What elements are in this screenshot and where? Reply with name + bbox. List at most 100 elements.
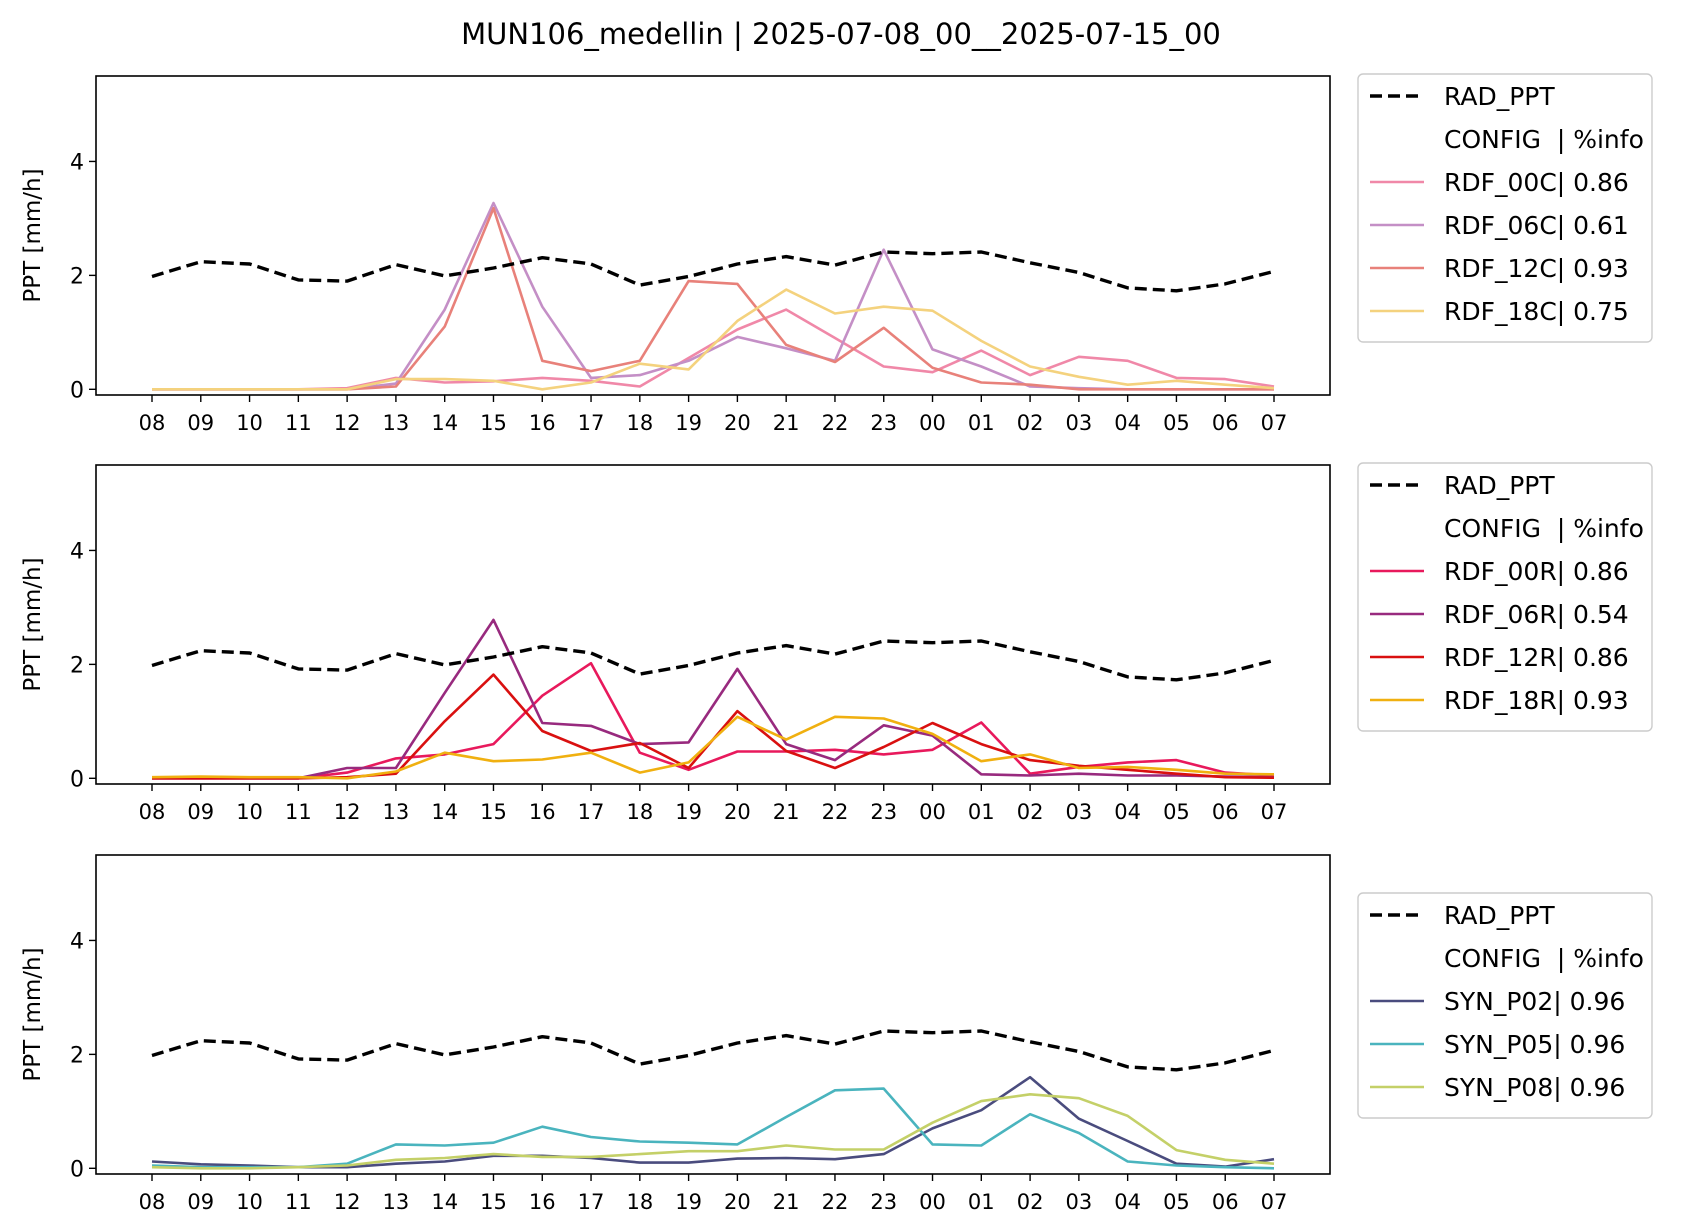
x-tick-label: 19: [675, 411, 702, 435]
series-line-rad-ppt: [151, 639, 1275, 682]
x-tick-label: 22: [822, 1190, 849, 1214]
legend-header: CONFIG | %info: [1444, 125, 1644, 154]
figure-title: MUN106_medellin | 2025-07-08_00__2025-07…: [461, 17, 1221, 51]
x-tick-label: 03: [1066, 800, 1093, 824]
x-tick-label: 15: [480, 411, 507, 435]
series-line-syn-p05-0-96: [151, 1087, 1275, 1170]
legend-entry-label: RDF_06R| 0.54: [1444, 600, 1629, 629]
x-tick-label: 14: [431, 411, 458, 435]
legend-entry-label: SYN_P02| 0.96: [1444, 987, 1625, 1016]
x-tick-label: 20: [724, 800, 751, 824]
series-line-rdf-18r-0-93: [151, 715, 1275, 780]
y-tick-label: 2: [70, 653, 84, 678]
y-tick-label: 2: [70, 1043, 84, 1068]
x-tick-label: 23: [870, 800, 897, 824]
series-line-syn-p02-0-96: [151, 1075, 1275, 1169]
x-tick-label: 00: [919, 411, 946, 435]
x-tick-label: 15: [480, 1190, 507, 1214]
x-tick-label: 21: [773, 411, 800, 435]
series-line-rad-ppt: [151, 250, 1275, 293]
x-tick-label: 09: [187, 1190, 214, 1214]
x-tick-label: 21: [773, 800, 800, 824]
series-line-rdf-06c-0-61: [152, 201, 1274, 391]
x-tick-label: 21: [773, 1190, 800, 1214]
x-tick-label: 11: [285, 1190, 312, 1214]
series-group: [151, 1029, 1275, 1170]
legend-header: CONFIG | %info: [1444, 944, 1644, 973]
x-tick-label: 08: [139, 800, 166, 824]
x-tick-label: 14: [431, 800, 458, 824]
x-tick-label: 16: [529, 411, 556, 435]
x-tick-label: 22: [822, 411, 849, 435]
y-tick-label: 0: [70, 378, 84, 403]
y-tick-label: 2: [70, 264, 84, 289]
x-tick-label: 08: [139, 1190, 166, 1214]
plot-area-frame: [95, 854, 1331, 1175]
x-tick-label: 01: [968, 411, 995, 435]
x-tick-label: 17: [578, 1190, 605, 1214]
x-tick-label: 02: [1017, 411, 1044, 435]
legend-entry-label: RAD_PPT: [1444, 901, 1555, 930]
series-line-rdf-06r-0-54: [152, 618, 1275, 780]
y-tick-label: 4: [70, 929, 84, 954]
x-tick-label: 07: [1261, 411, 1288, 435]
legend: RAD_PPT CONFIG | %info RDF_00C| 0.86 RDF_06…: [1357, 73, 1653, 343]
x-tick-label: 10: [236, 411, 263, 435]
legend-entry-label: SYN_P05| 0.96: [1444, 1030, 1625, 1059]
x-tick-label: 04: [1114, 800, 1141, 824]
x-tick-label: 05: [1163, 1190, 1190, 1214]
y-axis-label: PPT [mm/h]: [20, 557, 46, 691]
legend-entry-label: RDF_18R| 0.93: [1444, 686, 1629, 715]
legend: RAD_PPT CONFIG | %info SYN_P02| 0.96 SYN_P0…: [1357, 892, 1653, 1119]
series-line-rdf-18c-0-75: [152, 288, 1275, 391]
x-tick-label: 05: [1163, 800, 1190, 824]
x-tick-label: 20: [724, 411, 751, 435]
legend-entry-label: RDF_00R| 0.86: [1444, 557, 1629, 586]
x-tick-label: 01: [968, 800, 995, 824]
x-tick-label: 02: [1017, 800, 1044, 824]
x-tick-label: 12: [334, 1190, 361, 1214]
legend-frame: [1357, 73, 1653, 343]
y-tick-label: 0: [70, 1157, 84, 1182]
x-tick-label: 16: [529, 800, 556, 824]
x-tick-label: 09: [187, 411, 214, 435]
x-tick-label: 19: [675, 800, 702, 824]
x-tick-label: 13: [383, 800, 410, 824]
legend-entry-label: RDF_00C| 0.86: [1444, 168, 1629, 197]
x-tick-label: 15: [480, 800, 507, 824]
x-tick-label: 01: [968, 1190, 995, 1214]
x-tick-label: 12: [334, 800, 361, 824]
plot-area-frame: [95, 75, 1331, 396]
x-tick-label: 09: [187, 800, 214, 824]
series-line-rdf-12r-0-86: [152, 673, 1275, 780]
y-axis-label: PPT [mm/h]: [20, 168, 46, 302]
series-line-syn-p08-0-96: [151, 1093, 1275, 1170]
x-tick-label: 23: [870, 411, 897, 435]
x-tick-label: 06: [1212, 800, 1239, 824]
x-tick-label: 10: [236, 1190, 263, 1214]
legend-frame: [1357, 462, 1653, 732]
y-axis-label: PPT [mm/h]: [20, 947, 46, 1081]
series-line-rdf-00r-0-86: [152, 661, 1275, 780]
x-tick-label: 11: [285, 800, 312, 824]
legend-header: CONFIG | %info: [1444, 514, 1644, 543]
x-tick-label: 05: [1163, 411, 1190, 435]
x-tick-label: 20: [724, 1190, 751, 1214]
series-line-rdf-12c-0-93: [152, 206, 1274, 391]
x-tick-label: 11: [285, 411, 312, 435]
x-tick-label: 17: [578, 800, 605, 824]
x-tick-label: 13: [383, 411, 410, 435]
x-tick-label: 08: [139, 411, 166, 435]
x-tick-label: 03: [1066, 411, 1093, 435]
x-tick-label: 18: [626, 1190, 653, 1214]
x-tick-label: 18: [626, 411, 653, 435]
x-tick-label: 18: [626, 800, 653, 824]
x-tick-label: 19: [675, 1190, 702, 1214]
legend-entry-label: RDF_06C| 0.61: [1444, 211, 1629, 240]
x-tick-label: 12: [334, 411, 361, 435]
x-tick-label: 17: [578, 411, 605, 435]
